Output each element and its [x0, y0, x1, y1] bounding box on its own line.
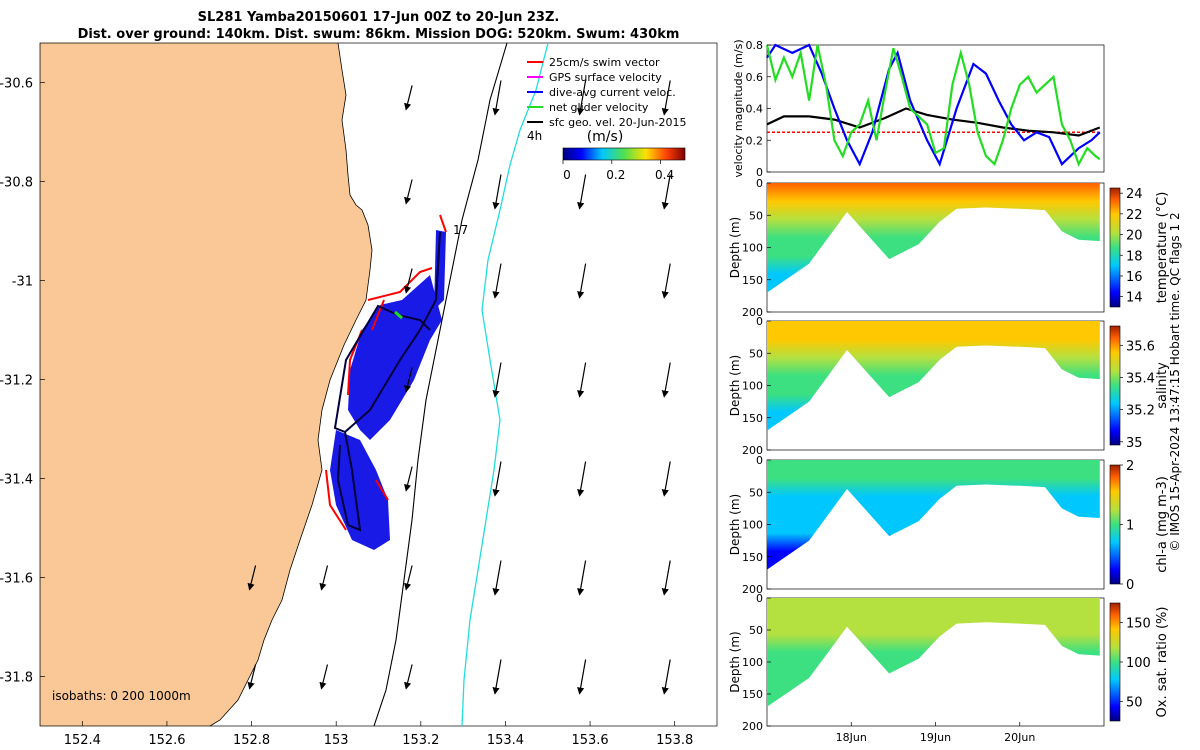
land-mass — [40, 43, 373, 726]
map-colorbar — [562, 147, 686, 161]
geo-velocity-arrow — [661, 461, 671, 497]
map-legend: 25cm/s swim vector GPS surface velocity di… — [453, 56, 686, 237]
legend-label: GPS surface velocity — [549, 71, 662, 84]
geo-velocity-arrow — [319, 565, 329, 591]
geo-velocity-arrow — [492, 461, 502, 497]
map-colorbar-tick-label: 0.4 — [655, 168, 674, 182]
map-xtick-label: 152.4 — [64, 733, 101, 748]
geo-velocity-arrow — [404, 268, 413, 294]
map-colorbar-title: (m/s) — [587, 129, 624, 145]
map-colorbar-tick-label: 0.2 — [606, 168, 625, 182]
figure-title-line1: SL281 Yamba20150601 17-Jun 00Z to 20-Jun… — [197, 10, 560, 25]
map-ytick-label: -31.6 — [0, 572, 33, 587]
map-ytick-label: -31.8 — [0, 671, 33, 686]
geo-velocity-arrow — [404, 85, 413, 111]
geo-velocity-arrow — [492, 174, 502, 210]
geo-velocity-arrow — [492, 80, 502, 116]
map-xtick-label: 153.4 — [487, 733, 524, 748]
label-17: 17 — [453, 223, 468, 237]
geo-velocity-arrow — [577, 659, 587, 695]
geo-velocity-arrow — [577, 80, 587, 116]
geo-velocity-arrow — [492, 362, 502, 398]
map-colorbar-ticks: 0 0.2 0.4 — [562, 160, 674, 182]
geo-velocity-arrow — [404, 466, 413, 492]
geo-velocity-arrow — [492, 560, 502, 596]
geo-velocity-arrow — [492, 263, 502, 299]
imos-timestamp-label: © IMOS 15-Apr-2024 13:47:15 Hobart time.… — [1168, 212, 1182, 552]
surface-geostrophic-arrows — [247, 80, 671, 695]
glider-path-segment — [394, 310, 403, 320]
map-ytick-label: -31 — [12, 275, 33, 290]
map-xtick-label: 153 — [324, 733, 349, 748]
isobaths-label: isobaths: 0 200 1000m — [52, 689, 191, 703]
legend-label: net glider velocity — [549, 101, 649, 114]
geo-velocity-arrow — [661, 80, 671, 116]
geo-velocity-arrow — [577, 174, 587, 210]
legend-label: 25cm/s swim vector — [549, 56, 660, 69]
geo-velocity-arrow — [661, 560, 671, 596]
geo-velocity-arrow — [319, 664, 329, 690]
map-xtick-label: 153.6 — [571, 733, 608, 748]
geo-velocity-arrow — [404, 565, 413, 591]
geo-velocity-arrow — [247, 664, 257, 690]
geo-velocity-arrow — [661, 263, 671, 299]
geo-velocity-arrow — [577, 362, 587, 398]
map-xtick-label: 152.8 — [233, 733, 270, 748]
geo-velocity-arrow — [577, 560, 587, 596]
label-4h: 4h — [527, 129, 542, 143]
geo-velocity-arrow — [577, 461, 587, 497]
map-ytick-label: -31.4 — [0, 473, 33, 488]
geo-velocity-arrow — [661, 659, 671, 695]
map-ytick-label: -31.2 — [0, 374, 33, 389]
map-xtick-label: 152.6 — [148, 733, 185, 748]
map-xtick-label: 153.8 — [656, 733, 693, 748]
map-ytick-label: -30.6 — [0, 77, 33, 92]
geo-velocity-arrow — [577, 263, 587, 299]
legend-label: sfc geo. vel. 20-Jun-2015 — [549, 116, 686, 129]
dive-current-vectors — [330, 230, 446, 550]
isobath-1000m — [461, 43, 549, 726]
figure-title-line2: Dist. over ground: 140km. Dist. swum: 86… — [77, 27, 680, 42]
geo-velocity-arrow — [404, 367, 413, 393]
map-ytick-label: -30.8 — [0, 176, 33, 191]
geo-velocity-arrow — [661, 174, 671, 210]
geo-velocity-arrow — [247, 565, 257, 591]
geo-velocity-arrow — [404, 664, 413, 690]
geo-velocity-arrow — [492, 659, 502, 695]
geo-velocity-arrow — [404, 179, 413, 205]
map-axis-ticks: 152.4 152.6 152.8 153 153.2 153.4 153.6 153.8 -3… — [0, 77, 693, 748]
isobath-200m — [373, 43, 508, 726]
geo-velocity-arrow — [661, 362, 671, 398]
map-colorbar-tick-label: 0 — [563, 168, 571, 182]
legend-label: dive-avg current veloc. — [549, 86, 676, 99]
map-xtick-label: 153.2 — [402, 733, 439, 748]
